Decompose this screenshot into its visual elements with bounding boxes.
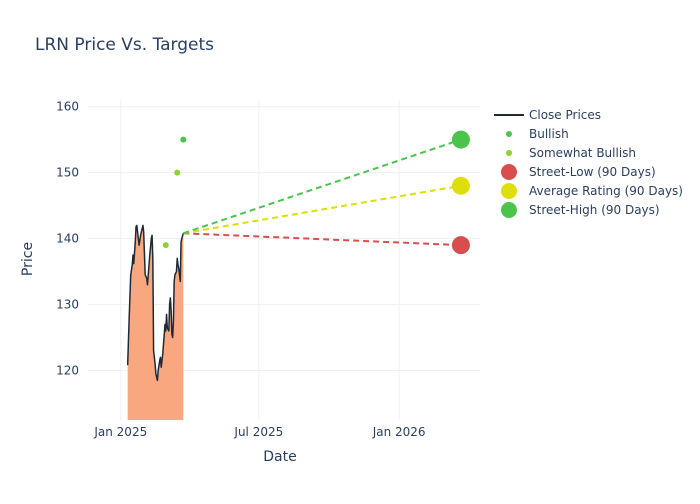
legend-item[interactable]: Close Prices <box>494 108 601 122</box>
y-tick-label: 160 <box>56 100 79 114</box>
legend-item[interactable]: Street-Low (90 Days) <box>501 164 656 180</box>
legend-swatch <box>501 202 517 218</box>
chart-title: LRN Price Vs. Targets <box>35 35 214 55</box>
legend-label: Street-High (90 Days) <box>529 203 660 217</box>
legend-label: Somewhat Bullish <box>529 146 636 160</box>
legend-label: Street-Low (90 Days) <box>529 165 656 179</box>
close-price-area <box>127 225 184 420</box>
y-tick-label: 140 <box>56 232 79 246</box>
legend-item[interactable]: Average Rating (90 Days) <box>501 183 683 199</box>
target-line <box>183 138 462 235</box>
legend-swatch <box>506 131 512 137</box>
target-point <box>451 176 470 195</box>
y-tick-label: 120 <box>56 364 79 378</box>
y-tick-label: 130 <box>56 298 79 312</box>
y-axis-ticks: 120 130 140 150 160 <box>56 100 79 378</box>
x-tick-label: Jan 2025 <box>93 425 147 439</box>
x-axis-ticks: Jan 2025 Jul 2025 Jan 2026 <box>93 425 425 439</box>
close-price-area-fill <box>127 225 184 420</box>
target-lines <box>183 130 470 255</box>
rating-marker <box>162 242 169 249</box>
target-point <box>451 236 470 255</box>
legend-swatch <box>501 183 517 199</box>
legend[interactable]: Close Prices Bullish Somewhat Bullish Stree… <box>494 108 683 218</box>
legend-item[interactable]: Somewhat Bullish <box>506 146 636 160</box>
target-point <box>451 130 470 149</box>
legend-label: Close Prices <box>529 108 601 122</box>
rating-marker <box>174 169 181 176</box>
close-price-line-layer <box>126 224 185 382</box>
target-line <box>183 184 462 235</box>
y-tick-label: 150 <box>56 166 79 180</box>
legend-swatch <box>506 150 512 156</box>
legend-item[interactable]: Street-High (90 Days) <box>501 202 660 218</box>
legend-label: Bullish <box>529 127 569 141</box>
rating-marker <box>180 136 187 143</box>
x-axis-label: Date <box>263 449 296 465</box>
legend-item[interactable]: Bullish <box>506 127 569 141</box>
target-line <box>183 232 461 247</box>
rating-markers <box>162 136 187 249</box>
x-tick-label: Jul 2025 <box>233 425 283 439</box>
close-price-line <box>126 224 185 382</box>
legend-swatch <box>501 164 517 180</box>
legend-label: Average Rating (90 Days) <box>529 184 683 198</box>
x-tick-label: Jan 2026 <box>372 425 426 439</box>
y-axis-label: Price <box>20 242 36 276</box>
